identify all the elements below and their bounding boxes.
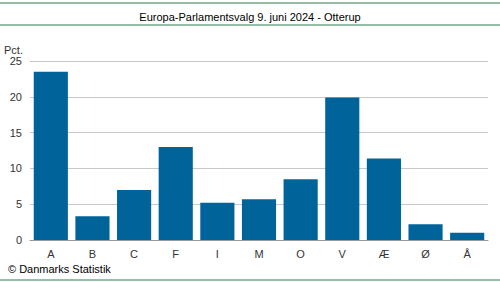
svg-text:M: M: [254, 248, 263, 260]
svg-text:Pct.: Pct.: [4, 44, 23, 56]
svg-text:10: 10: [10, 162, 22, 174]
svg-text:5: 5: [16, 198, 22, 210]
svg-text:F: F: [172, 248, 179, 260]
svg-text:C: C: [130, 248, 138, 260]
svg-text:Å: Å: [464, 248, 472, 260]
svg-text:© Danmarks Statistik: © Danmarks Statistik: [8, 263, 111, 275]
svg-text:Æ: Æ: [378, 248, 389, 260]
svg-text:0: 0: [16, 234, 22, 246]
svg-text:A: A: [47, 248, 55, 260]
svg-text:B: B: [89, 248, 96, 260]
svg-text:25: 25: [10, 55, 22, 67]
svg-text:V: V: [339, 248, 347, 260]
svg-text:O: O: [296, 248, 305, 260]
svg-text:I: I: [216, 248, 219, 260]
svg-text:20: 20: [10, 91, 22, 103]
svg-text:Europa-Parlamentsvalg 9. juni: Europa-Parlamentsvalg 9. juni 2024 - Ott…: [139, 11, 360, 23]
svg-text:Ø: Ø: [421, 248, 430, 260]
svg-text:15: 15: [10, 127, 22, 139]
